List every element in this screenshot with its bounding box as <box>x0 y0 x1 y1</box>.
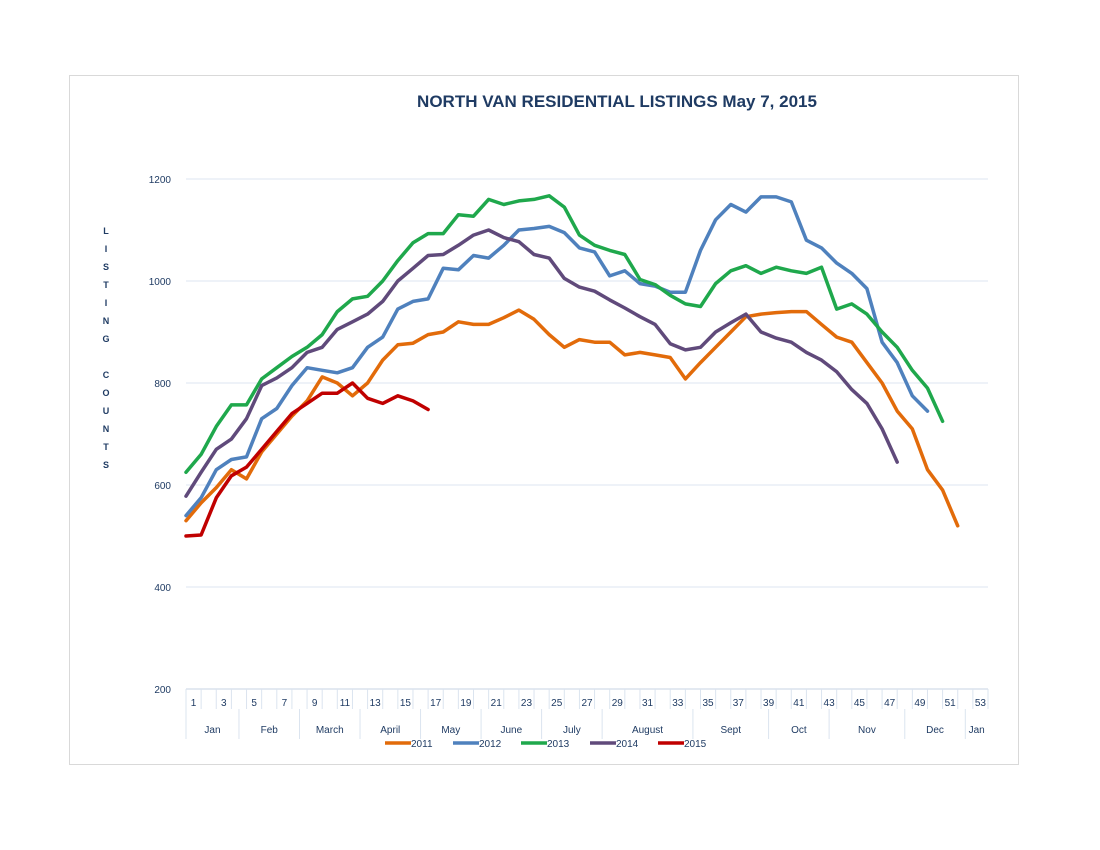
month-label: Feb <box>261 725 279 736</box>
x-tick-label: 17 <box>430 698 442 709</box>
y-label-letter: I <box>105 298 108 308</box>
chart-title: NORTH VAN RESIDENTIAL LISTINGS May 7, 20… <box>417 92 817 111</box>
x-tick-label: 1 <box>191 698 197 709</box>
x-tick-label: 7 <box>282 698 288 709</box>
x-tick-label: 39 <box>763 698 775 709</box>
y-label-letter: N <box>103 424 110 434</box>
y-tick-label: 1000 <box>149 277 172 288</box>
series-line-2014 <box>184 228 899 498</box>
x-tick-label: 21 <box>491 698 503 709</box>
x-tick-label: 45 <box>854 698 866 709</box>
y-label-letter: G <box>102 334 109 344</box>
month-label: Jan <box>204 725 220 736</box>
y-tick-label: 800 <box>154 379 171 390</box>
y-tick-label: 1200 <box>149 175 172 186</box>
y-label-letter: S <box>103 262 109 272</box>
month-label: June <box>500 725 522 736</box>
y-label-letter: O <box>102 388 109 398</box>
y-label-letter: L <box>103 226 109 236</box>
x-tick-label: 23 <box>521 698 533 709</box>
x-tick-label: 47 <box>884 698 896 709</box>
series-line-2015 <box>184 381 430 538</box>
series-line-2013 <box>184 194 945 475</box>
x-tick-label: 41 <box>793 698 805 709</box>
line-chart: NORTH VAN RESIDENTIAL LISTINGS May 7, 20… <box>102 92 989 750</box>
series-group <box>184 194 960 538</box>
x-tick-label: 49 <box>914 698 926 709</box>
month-label: May <box>441 725 460 736</box>
month-label: Oct <box>791 725 807 736</box>
y-label-letter: T <box>103 442 109 452</box>
month-label: Dec <box>926 725 944 736</box>
month-label: Jan <box>969 725 985 736</box>
series-line-2011 <box>184 308 960 528</box>
legend-label-2012: 2012 <box>479 739 502 750</box>
month-label: March <box>316 725 344 736</box>
y-label-letter: N <box>103 316 110 326</box>
x-tick-label: 13 <box>370 698 382 709</box>
y-label-letter: C <box>103 370 110 380</box>
x-tick-label: 33 <box>672 698 684 709</box>
x-tick-label: 11 <box>340 698 351 709</box>
x-tick-label: 35 <box>702 698 714 709</box>
legend-label-2014: 2014 <box>616 739 639 750</box>
x-tick-label: 43 <box>824 698 836 709</box>
y-label-letter: I <box>105 244 108 254</box>
x-tick-label: 37 <box>733 698 745 709</box>
month-label: Sept <box>720 725 741 736</box>
x-tick-label: 19 <box>460 698 472 709</box>
x-tick-label: 53 <box>975 698 987 709</box>
y-tick-label: 400 <box>154 583 171 594</box>
series-line-2012 <box>184 195 930 518</box>
x-tick-label: 5 <box>251 698 257 709</box>
x-axis: 1 3 5 7 9 11 13 15 17 19 21 23 25 27 29 31 33 35 37 39 41 43 4… <box>185 688 989 739</box>
month-label: April <box>380 725 400 736</box>
legend-label-2013: 2013 <box>547 739 570 750</box>
x-tick-label: 51 <box>945 698 957 709</box>
y-tick-label: 200 <box>154 685 171 696</box>
y-label-letter: U <box>103 406 110 416</box>
x-tick-label: 25 <box>551 698 563 709</box>
chart-frame: NORTH VAN RESIDENTIAL LISTINGS May 7, 20… <box>69 75 1019 765</box>
month-label: Nov <box>858 725 876 736</box>
month-label: August <box>632 725 663 736</box>
x-tick-label: 27 <box>581 698 593 709</box>
x-tick-label: 15 <box>400 698 412 709</box>
x-tick-label: 29 <box>612 698 624 709</box>
legend: 2011 2012 2013 2014 2015 <box>385 739 707 750</box>
y-label-letter: T <box>103 280 109 290</box>
y-label-letter: S <box>103 460 109 470</box>
x-tick-label: 3 <box>221 698 227 709</box>
x-tick-label: 9 <box>312 698 318 709</box>
y-tick-label: 600 <box>154 481 171 492</box>
y-axis-ticks: 200 400 600 800 1000 1200 <box>149 175 172 696</box>
month-label: July <box>563 725 581 736</box>
legend-label-2015: 2015 <box>684 739 707 750</box>
legend-label-2011: 2011 <box>411 739 433 750</box>
x-tick-label: 31 <box>642 698 654 709</box>
